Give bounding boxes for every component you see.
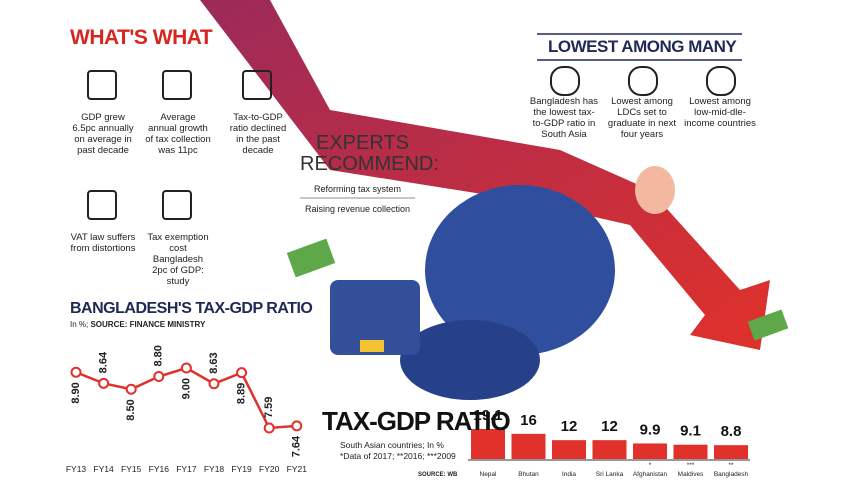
bar — [511, 433, 546, 459]
icon — [550, 66, 580, 96]
man-legs — [400, 320, 540, 400]
x-tick-label: India — [562, 471, 576, 478]
info-item: GDP grew 6.5pc annually on average in pa… — [72, 112, 134, 156]
category-note: ** — [728, 462, 734, 469]
value-label: 8.50 — [125, 399, 137, 420]
value-label: 8.80 — [153, 345, 165, 366]
x-tick-label: Bangladesh — [714, 471, 749, 478]
info-item: Tax exemption cost Bangladesh 2pc of GDP… — [147, 232, 209, 287]
value-label: 7.64 — [291, 435, 303, 457]
chart-note: *Data of 2017; **2016; ***2009 — [340, 451, 456, 461]
value-label: 9.00 — [180, 378, 192, 399]
x-tick-label: FY17 — [176, 464, 197, 474]
data-point — [236, 367, 248, 379]
x-tick-label: Bhutan — [518, 471, 539, 478]
value-label: 9.1 — [680, 423, 701, 440]
data-point — [70, 366, 82, 378]
recommendation: Raising revenue collection — [304, 204, 411, 214]
section-title: WHAT'S WHAT — [70, 26, 213, 49]
value-label: 12 — [601, 418, 618, 435]
data-point — [153, 371, 165, 383]
x-tick-label: FY15 — [121, 464, 142, 474]
value-label: 8.8 — [721, 423, 742, 440]
source: SOURCE: WB — [418, 472, 458, 478]
info-item: Bangladesh has the lowest tax-to-GDP rat… — [529, 96, 599, 140]
section-title: LOWEST AMONG MANY — [548, 37, 737, 56]
bar — [552, 440, 586, 459]
value-label: 19.1 — [473, 407, 502, 424]
man-body — [425, 185, 615, 355]
x-tick-label: Maldives — [678, 471, 704, 478]
chart-title: TAX-GDP RATIO — [322, 406, 511, 436]
info-item: VAT law suffers from distortions — [70, 232, 136, 254]
category-note: *** — [687, 462, 695, 469]
x-tick-label: FY16 — [149, 464, 170, 474]
icon — [87, 70, 117, 100]
data-point — [208, 378, 220, 390]
value-label: 8.89 — [236, 383, 248, 404]
bar — [592, 440, 627, 459]
bar — [673, 444, 708, 459]
x-tick-label: FY14 — [93, 464, 114, 474]
x-tick-label: FY18 — [204, 464, 225, 474]
info-item: Lowest among LDCs set to graduate in nex… — [607, 96, 677, 140]
falling-arrow — [200, 0, 770, 350]
value-label: 8.64 — [98, 351, 110, 373]
value-label: 7.59 — [263, 397, 275, 418]
icon — [87, 190, 117, 220]
source: SOURCE: FINANCE MINISTRY — [90, 320, 206, 329]
section-title: EXPERTS RECOMMEND: — [300, 132, 439, 175]
briefcase — [330, 280, 420, 355]
data-point — [263, 422, 275, 434]
subtitle: In %; — [70, 320, 89, 329]
value-label: 9.9 — [640, 421, 661, 438]
value-label: 8.90 — [70, 382, 82, 403]
data-point — [180, 362, 192, 374]
icon — [162, 190, 192, 220]
x-tick-label: Nepal — [480, 471, 498, 478]
x-tick-label: Afghanistan — [633, 471, 668, 478]
x-tick-label: FY13 — [66, 464, 87, 474]
icon — [162, 70, 192, 100]
hand — [635, 166, 675, 214]
x-tick-label: FY19 — [231, 464, 252, 474]
briefcase-tag — [360, 340, 384, 352]
info-item: Tax-to-GDP ratio declined in the past de… — [229, 112, 287, 156]
money — [286, 238, 336, 278]
info-item: Lowest among low-mid-dle-income countrie… — [684, 96, 756, 129]
icon — [706, 66, 736, 96]
value-label: 16 — [520, 412, 537, 429]
bar — [633, 443, 667, 459]
value-label: 12 — [561, 418, 578, 435]
value-label: 8.63 — [208, 352, 220, 373]
chart-subtitle: South Asian countries; In % — [340, 440, 444, 450]
x-tick-label: Sri Lanka — [596, 471, 624, 478]
info-item: Average annual growth of tax collection … — [145, 112, 211, 156]
x-tick-label: FY21 — [287, 464, 308, 474]
icon — [628, 66, 658, 96]
data-point — [291, 420, 303, 432]
bar — [471, 429, 505, 459]
data-point — [125, 383, 137, 395]
recommendation: Reforming tax system — [313, 184, 402, 194]
x-tick-label: FY20 — [259, 464, 280, 474]
chart-title: BANGLADESH'S TAX-GDP RATIO — [70, 300, 313, 317]
chart-subtitle: In %; SOURCE: FINANCE MINISTRY — [70, 320, 205, 329]
icon — [242, 70, 272, 100]
money — [747, 309, 789, 341]
data-point — [98, 377, 110, 389]
bar — [714, 445, 748, 459]
category-note: * — [649, 462, 652, 469]
